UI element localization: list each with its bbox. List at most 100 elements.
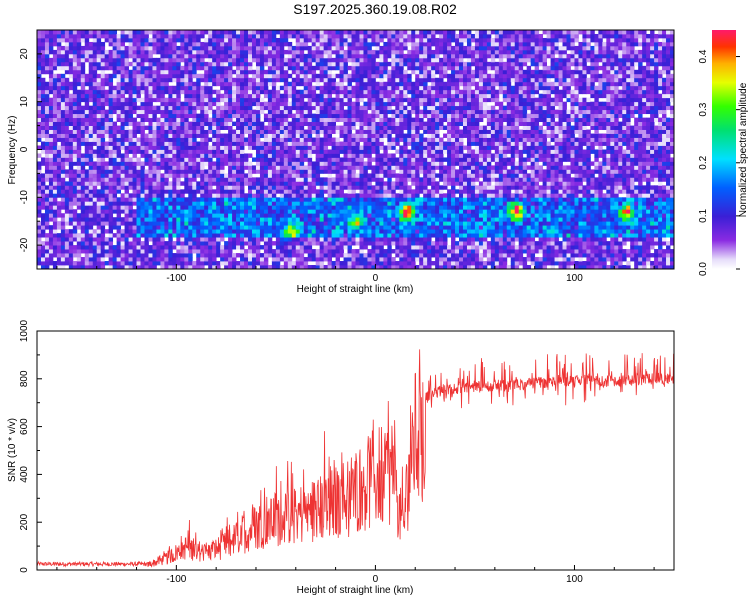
heatmap-cell [335, 257, 340, 262]
heatmap-cell [303, 61, 309, 67]
heatmap-cell [367, 209, 372, 214]
heatmap-cell [363, 57, 368, 63]
heatmap-cell [275, 221, 281, 226]
heatmap-cell [84, 217, 90, 222]
heatmap-cell [84, 189, 90, 194]
heatmap-cell [200, 237, 205, 242]
heatmap-cell [144, 177, 149, 182]
heatmap-cell [387, 233, 392, 238]
heatmap-cell [315, 241, 321, 246]
heatmap-cell [200, 57, 205, 63]
heatmap-cell [140, 253, 145, 258]
heatmap-cell [152, 209, 157, 214]
heatmap-cell [128, 253, 133, 258]
heatmap-cell [299, 177, 305, 182]
heatmap-cell [251, 69, 257, 75]
heatmap-cell [275, 117, 281, 123]
heatmap-cell [232, 205, 237, 210]
heatmap-cell [176, 141, 181, 146]
heatmap-cell [355, 185, 360, 190]
heatmap-cell [44, 189, 50, 194]
heatmap-cell [232, 153, 237, 158]
heatmap-cell [363, 165, 368, 170]
heatmap-cell [136, 149, 141, 154]
heatmap-cell [351, 137, 356, 142]
heatmap-cell [108, 121, 114, 126]
heatmap-cell [287, 205, 293, 210]
heatmap-cell [76, 45, 82, 51]
heatmap-cell [168, 233, 173, 238]
heatmap-cell [136, 53, 141, 59]
heatmap-cell [148, 265, 153, 269]
heatmap-cell [212, 249, 217, 254]
heatmap-cell [331, 253, 336, 258]
heatmap-cell [76, 101, 82, 107]
heatmap-cell [164, 225, 169, 230]
heatmap-cell [327, 237, 333, 242]
heatmap-cell [176, 85, 181, 91]
heatmap-cell [37, 205, 42, 210]
heatmap-cell [144, 253, 149, 258]
heatmap-cell [299, 69, 305, 75]
heatmap-cell [164, 149, 169, 154]
heatmap-cell [315, 165, 321, 170]
heatmap-cell [323, 209, 329, 214]
heatmap-cell [196, 261, 201, 266]
heatmap-cell [76, 65, 82, 71]
heatmap-cell [375, 189, 380, 194]
heatmap-cell [96, 117, 102, 123]
heatmap-cell [44, 233, 50, 238]
heatmap-cell [204, 237, 209, 242]
heatmap-cell [96, 213, 102, 218]
heatmap-cell [335, 221, 340, 226]
heatmap-cell [172, 125, 177, 130]
heatmap-cell [363, 261, 368, 266]
heatmap-cell [116, 33, 122, 39]
heatmap-cell [204, 85, 209, 91]
heatmap-cell [240, 181, 245, 186]
heatmap-cell [375, 113, 380, 119]
heatmap-cell [307, 265, 313, 269]
heatmap-cell [204, 73, 209, 79]
heatmap-cell [383, 257, 388, 262]
heatmap-cell [64, 41, 70, 47]
heatmap-cell [335, 261, 340, 266]
heatmap-cell [339, 177, 344, 182]
heatmap-cell [283, 61, 289, 67]
heatmap-cell [363, 173, 368, 178]
heatmap-cell [64, 257, 70, 262]
heatmap-cell [112, 209, 118, 214]
heatmap-cell [72, 133, 78, 138]
heatmap-cell [279, 197, 285, 202]
heatmap-cell [104, 237, 110, 242]
heatmap-cell [244, 81, 249, 87]
heatmap-cell [208, 165, 213, 170]
heatmap-cell [220, 233, 225, 238]
heatmap-cell [216, 117, 221, 123]
heatmap-cell [164, 109, 169, 115]
heatmap-cell [48, 45, 54, 51]
heatmap-cell [263, 61, 269, 67]
heatmap-cell [80, 257, 86, 262]
heatmap-cell [216, 249, 221, 254]
heatmap-cell [287, 193, 293, 198]
heatmap-cell [343, 65, 348, 71]
heatmap-cell [240, 57, 245, 63]
heatmap-cell [64, 213, 70, 218]
heatmap-cell [228, 149, 233, 154]
heatmap-cell [40, 225, 46, 230]
heatmap-cell [295, 57, 301, 63]
heatmap-cell [64, 201, 70, 206]
heatmap-cell [108, 73, 114, 79]
heatmap-cell [84, 229, 90, 234]
heatmap-cell [232, 225, 237, 230]
heatmap-cell [116, 81, 122, 87]
heatmap-cell [267, 41, 273, 47]
heatmap-cell [355, 129, 360, 134]
heatmap-cell [287, 165, 293, 170]
heatmap-cell [371, 41, 376, 47]
heatmap-cell [180, 73, 185, 79]
heatmap-cell [168, 153, 173, 158]
heatmap-cell [100, 97, 106, 103]
